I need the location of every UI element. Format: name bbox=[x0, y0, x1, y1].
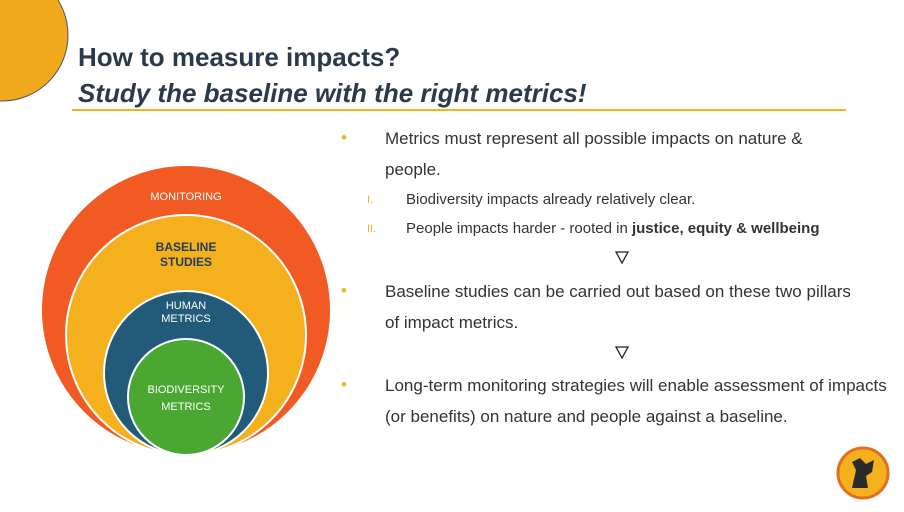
bullet-text: Baseline studies can be carried out base… bbox=[385, 282, 851, 332]
ring-label: BASELINE bbox=[156, 240, 217, 254]
bullet-dot: • bbox=[341, 375, 347, 394]
ring-biodiversity bbox=[127, 338, 245, 456]
logo-figure bbox=[852, 458, 874, 488]
sub-marker: I. bbox=[367, 194, 374, 206]
title: How to measure impacts? bbox=[78, 42, 401, 72]
ring-label: METRICS bbox=[161, 401, 211, 413]
bullet-text: Long-term monitoring strategies will ena… bbox=[385, 376, 887, 426]
corner-shape bbox=[0, 0, 69, 102]
sub-text: People impacts harder - rooted in justic… bbox=[406, 220, 820, 237]
bullet-dot: • bbox=[341, 128, 347, 147]
down-arrow bbox=[614, 346, 630, 360]
down-arrow bbox=[614, 251, 630, 265]
ring-label: MONITORING bbox=[150, 191, 221, 203]
bullet-dot: • bbox=[341, 281, 347, 300]
ring-label: BIODIVERSITY bbox=[147, 384, 225, 396]
ring-label: METRICS bbox=[161, 313, 211, 325]
ring-label: HUMAN bbox=[166, 300, 206, 312]
sub-text-bold: justice, equity & wellbeing bbox=[631, 220, 820, 237]
sub-text: Biodiversity impacts already relatively … bbox=[406, 191, 696, 208]
bullet-text: Metrics must represent all possible impa… bbox=[385, 129, 803, 179]
ring-label: STUDIES bbox=[160, 255, 212, 269]
subtitle: Study the baseline with the right metric… bbox=[78, 78, 587, 108]
sub-text-plain: People impacts harder - rooted in bbox=[406, 220, 632, 237]
sub-marker: II. bbox=[367, 223, 377, 235]
